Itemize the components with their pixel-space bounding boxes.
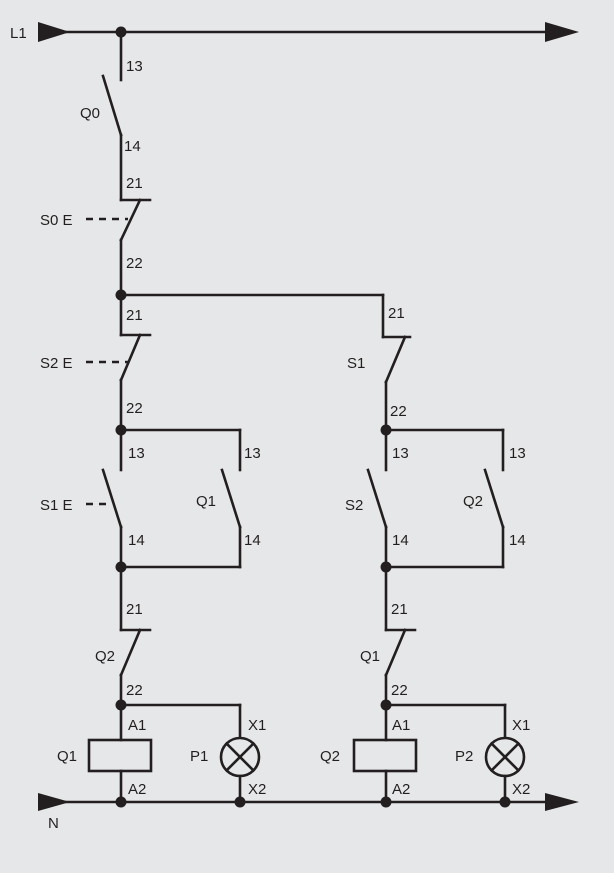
coil-q1-terminal-in: A1: [128, 717, 146, 734]
node-dot: [380, 424, 392, 436]
q1-no-terminal-in: 13: [244, 445, 261, 462]
rail-n-label: N: [48, 815, 59, 832]
q1-nc-terminal-in: 21: [391, 601, 408, 618]
button-s2-nc: S2 E 21 22: [40, 293, 152, 432]
s1-no-label: S1 E: [40, 497, 73, 514]
lamp-p1-label: P1: [190, 748, 208, 765]
q0-terminal-out: 14: [124, 138, 141, 155]
q0-label: Q0: [80, 105, 100, 122]
q1-no-label: Q1: [196, 493, 216, 510]
interlock-q2-nc: Q2 21 22: [95, 565, 152, 707]
switch-q0: Q0 13 14: [80, 30, 143, 202]
s1-no-terminal-out: 14: [128, 532, 145, 549]
lamp-p2-terminal-out: X2: [512, 781, 530, 798]
q2-no-label: Q2: [463, 493, 483, 510]
q1-nc-label: Q1: [360, 648, 380, 665]
s2-no-terminal-out: 14: [392, 532, 409, 549]
node-dot: [115, 424, 127, 436]
coil-q1-label: Q1: [57, 748, 77, 765]
branch-junction-top: [115, 289, 385, 339]
q2-no-terminal-in: 13: [509, 445, 526, 462]
lamp-p2-terminal-in: X1: [512, 717, 530, 734]
coil-q2-terminal-in: A1: [392, 717, 410, 734]
lamp-icon: [219, 736, 261, 778]
lamp-p2-label: P2: [455, 748, 473, 765]
lamp-p1: P1 X1 X2: [190, 717, 266, 804]
q2-no-terminal-out: 14: [509, 532, 526, 549]
s1-no-terminal-in: 13: [128, 445, 145, 462]
q1-no-terminal-out: 14: [244, 532, 261, 549]
s1-nc-terminal-in: 21: [388, 305, 405, 322]
output-left: Q1 A1 A2 P1 X1 X2: [57, 699, 266, 808]
q2-nc-terminal-out: 22: [126, 682, 143, 699]
rail-l1-label: L1: [10, 25, 27, 42]
s2-nc-terminal-in: 21: [126, 307, 143, 324]
node-dot: [380, 796, 392, 808]
lamp-p2: P2 X1 X2: [455, 717, 530, 804]
coil-q2-terminal-out: A2: [392, 781, 410, 798]
rail-l1: L1: [10, 22, 579, 42]
q2-nc-terminal-in: 21: [126, 601, 143, 618]
button-s0: S0 E 21 22: [40, 175, 152, 297]
s2-nc-label: S2 E: [40, 355, 73, 372]
rail-n-left-arrow: [38, 793, 70, 811]
lamp-icon: [484, 736, 526, 778]
s0-terminal-in: 21: [126, 175, 143, 192]
q0-terminal-in: 13: [126, 58, 143, 75]
coil-q1: Q1 A1 A2: [57, 703, 153, 804]
q2-nc-label: Q2: [95, 648, 115, 665]
node-dot: [499, 796, 511, 808]
s1-nc-terminal-out: 22: [390, 403, 407, 420]
interlock-q1-nc: Q1 21 22: [360, 565, 417, 707]
lamp-p1-terminal-in: X1: [248, 717, 266, 734]
node-dot: [234, 796, 246, 808]
node-dot: [115, 796, 127, 808]
s2-nc-terminal-out: 22: [126, 400, 143, 417]
start-circuit-left: S1 E 13 14 Q1 13 14: [40, 424, 261, 573]
s0-terminal-out: 22: [126, 255, 143, 272]
q1-nc-terminal-out: 22: [391, 682, 408, 699]
coil-q2: Q2 A1 A2: [320, 703, 418, 804]
s2-no-label: S2: [345, 497, 363, 514]
rail-l1-left-arrow: [38, 22, 70, 42]
rail-l1-right-arrow: [545, 22, 579, 42]
s1-nc-label: S1: [347, 355, 365, 372]
button-s1-nc: S1 21 22: [347, 305, 412, 432]
start-circuit-right: S2 13 14 Q2 13 14: [345, 424, 526, 573]
coil-q1-terminal-out: A2: [128, 781, 146, 798]
coil-q2-label: Q2: [320, 748, 340, 765]
output-right: Q2 A1 A2 P2 X1 X2: [320, 699, 530, 808]
lamp-p1-terminal-out: X2: [248, 781, 266, 798]
node-dot: [115, 26, 127, 38]
s0-label: S0 E: [40, 212, 73, 229]
rail-n-right-arrow: [545, 793, 579, 811]
s2-no-terminal-in: 13: [392, 445, 409, 462]
